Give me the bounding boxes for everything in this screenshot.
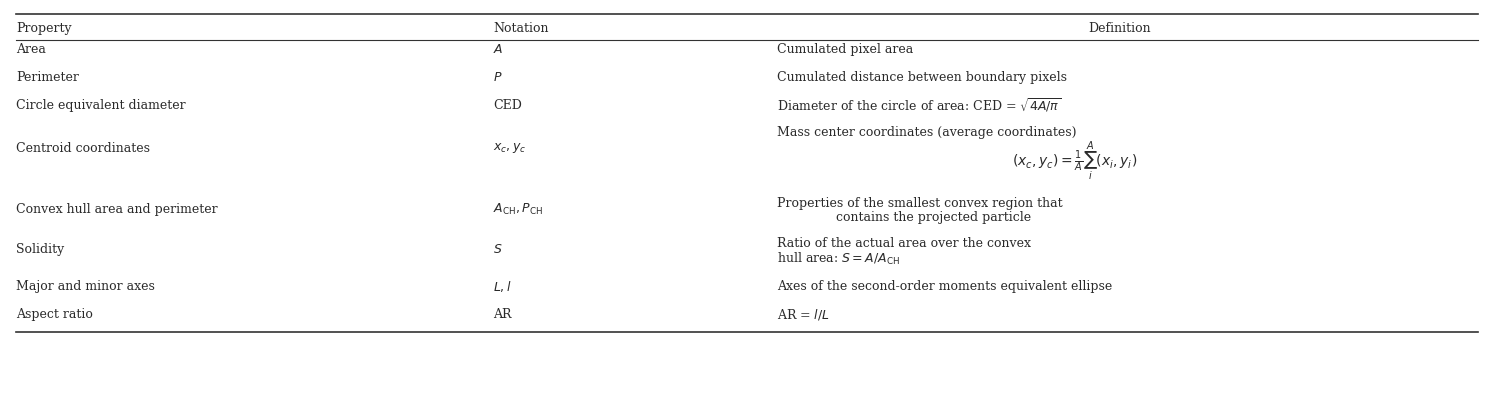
Text: Ratio of the actual area over the convex: Ratio of the actual area over the convex	[777, 238, 1031, 250]
Text: Notation: Notation	[493, 22, 548, 35]
Text: $A_{\mathrm{CH}}, P_{\mathrm{CH}}$: $A_{\mathrm{CH}}, P_{\mathrm{CH}}$	[493, 202, 544, 217]
Text: $(x_c, y_c) = \frac{1}{A} \sum_{i}^{A} (x_i, y_i)$: $(x_c, y_c) = \frac{1}{A} \sum_{i}^{A} (…	[1013, 139, 1137, 182]
Text: Circle equivalent diameter: Circle equivalent diameter	[16, 99, 185, 112]
Text: Area: Area	[16, 44, 46, 56]
Text: Convex hull area and perimeter: Convex hull area and perimeter	[16, 203, 218, 216]
Text: Cumulated pixel area: Cumulated pixel area	[777, 44, 913, 56]
Text: $L, l$: $L, l$	[493, 279, 512, 294]
Text: Cumulated distance between boundary pixels: Cumulated distance between boundary pixe…	[777, 71, 1067, 84]
Text: $A$: $A$	[493, 44, 503, 56]
Text: Mass center coordinates (average coordinates): Mass center coordinates (average coordin…	[777, 126, 1076, 139]
Text: AR: AR	[493, 307, 512, 321]
Text: Centroid coordinates: Centroid coordinates	[16, 142, 151, 155]
Text: Perimeter: Perimeter	[16, 71, 79, 84]
Text: $S$: $S$	[493, 243, 503, 256]
Text: Aspect ratio: Aspect ratio	[16, 307, 93, 321]
Text: Definition: Definition	[1089, 22, 1150, 35]
Text: $x_c, y_c$: $x_c, y_c$	[493, 141, 527, 155]
Text: Axes of the second-order moments equivalent ellipse: Axes of the second-order moments equival…	[777, 280, 1112, 293]
Text: CED: CED	[493, 99, 523, 112]
Text: Diameter of the circle of area: CED = $\sqrt{4A/\pi}$: Diameter of the circle of area: CED = $\…	[777, 97, 1061, 114]
Text: Solidity: Solidity	[16, 243, 64, 256]
Text: $P$: $P$	[493, 71, 503, 84]
Text: Property: Property	[16, 22, 72, 35]
Text: hull area: $S = A/A_{\mathrm{CH}}$: hull area: $S = A/A_{\mathrm{CH}}$	[777, 251, 899, 267]
Text: Major and minor axes: Major and minor axes	[16, 280, 155, 293]
Text: AR = $l/L$: AR = $l/L$	[777, 307, 829, 321]
Text: Properties of the smallest convex region that: Properties of the smallest convex region…	[777, 196, 1062, 210]
Text: contains the projected particle: contains the projected particle	[837, 211, 1031, 224]
